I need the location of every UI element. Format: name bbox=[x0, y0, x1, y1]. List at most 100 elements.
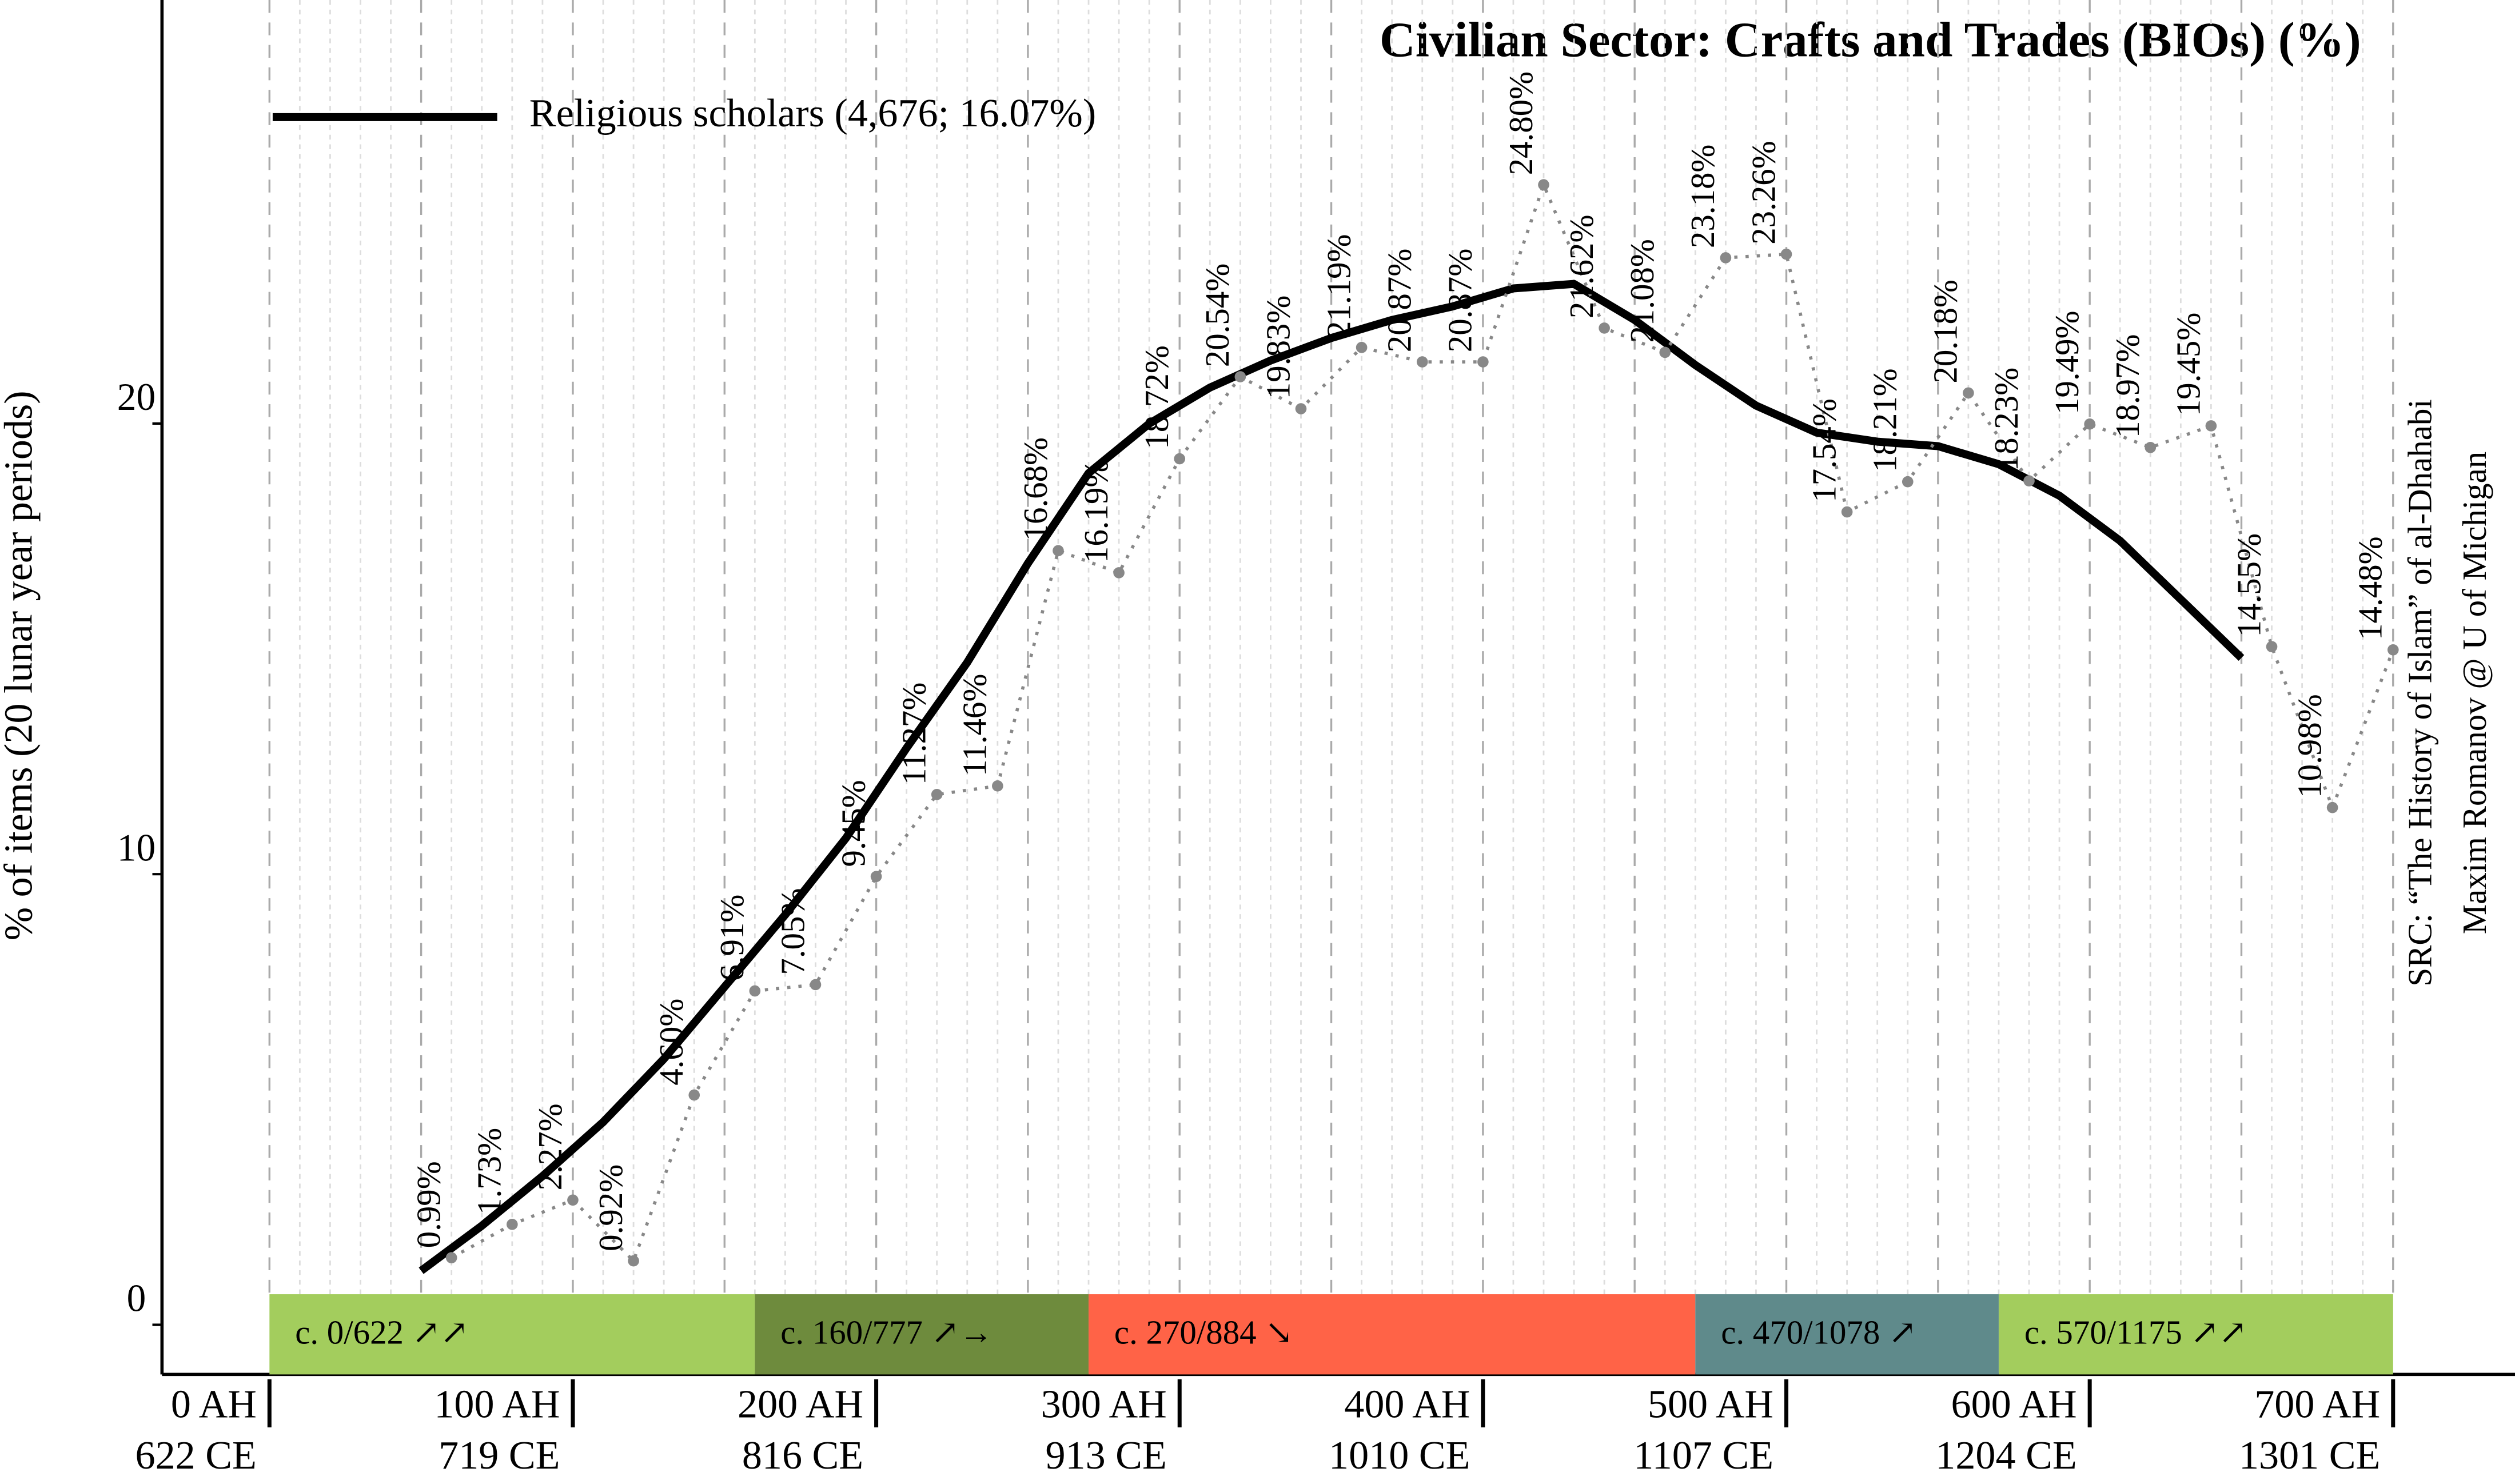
data-point bbox=[1599, 322, 1610, 334]
data-point bbox=[1416, 356, 1428, 368]
data-point bbox=[2205, 420, 2217, 432]
y-axis-label: % of items (20 lunar year periods) bbox=[0, 390, 41, 940]
period-label: c. 160/777 ↗→ bbox=[780, 1314, 993, 1351]
data-point bbox=[1841, 506, 1853, 518]
period-label: c. 270/884 ↘ bbox=[1114, 1314, 1293, 1351]
period-label: c. 470/1078 ↗ bbox=[1721, 1314, 1916, 1351]
period-band bbox=[1998, 1294, 2393, 1375]
data-point bbox=[931, 788, 943, 800]
y-tick-label: 20 bbox=[117, 376, 156, 418]
data-label: 6.91% bbox=[714, 895, 751, 982]
data-point bbox=[2387, 644, 2399, 656]
data-label: 18.97% bbox=[2109, 334, 2146, 438]
x-tick-label: 816 CE bbox=[742, 1434, 863, 1478]
data-point bbox=[870, 871, 882, 883]
period-label: c. 570/1175 ↗↗ bbox=[2024, 1314, 2247, 1351]
data-point bbox=[1538, 179, 1549, 191]
data-point bbox=[688, 1089, 700, 1101]
data-label: 19.45% bbox=[2170, 313, 2207, 417]
source-note: SRC: “The History of Islam” of al-Dhahab… bbox=[2402, 399, 2439, 986]
y-tick-label: 0 bbox=[127, 1277, 146, 1320]
period-band bbox=[1089, 1294, 1696, 1375]
data-point bbox=[1477, 356, 1489, 368]
x-tick-label: 600 AH bbox=[1951, 1382, 2077, 1426]
x-tick-label: 500 AH bbox=[1648, 1382, 1773, 1426]
x-tick-label: 1301 CE bbox=[2239, 1434, 2380, 1478]
data-point bbox=[992, 780, 1003, 792]
data-point bbox=[1174, 453, 1186, 465]
data-label: 18.72% bbox=[1138, 345, 1175, 449]
data-label: 18.21% bbox=[1867, 368, 1904, 472]
data-label: 11.46% bbox=[956, 674, 994, 776]
data-label: 24.80% bbox=[1502, 71, 1540, 175]
data-point bbox=[749, 985, 761, 997]
x-tick-label: 700 AH bbox=[2254, 1382, 2380, 1426]
data-label: 21.19% bbox=[1320, 234, 1357, 338]
x-tick-label: 1107 CE bbox=[1633, 1434, 1773, 1478]
data-point bbox=[1780, 248, 1792, 260]
data-point bbox=[1902, 476, 1914, 488]
data-label: 20.18% bbox=[1927, 280, 1964, 384]
data-point bbox=[628, 1255, 639, 1267]
data-point bbox=[1234, 371, 1246, 382]
data-point bbox=[1720, 252, 1732, 264]
data-point bbox=[507, 1219, 518, 1230]
x-tick-label: 400 AH bbox=[1344, 1382, 1470, 1426]
data-label: 21.08% bbox=[1624, 239, 1661, 343]
data-label: 23.26% bbox=[1745, 141, 1782, 245]
data-label: 2.27% bbox=[532, 1103, 569, 1190]
x-tick-label: 100 AH bbox=[434, 1382, 560, 1426]
data-point bbox=[810, 979, 822, 991]
series-line bbox=[418, 280, 2245, 1274]
chart-title: Civilian Sector: Crafts and Trades (BIOs… bbox=[1380, 12, 2361, 67]
x-tick-label: 0 AH bbox=[171, 1382, 257, 1426]
data-label: 17.54% bbox=[1805, 398, 1843, 502]
period-label: c. 0/622 ↗↗ bbox=[295, 1314, 468, 1351]
data-point bbox=[2084, 418, 2095, 430]
data-point bbox=[1113, 567, 1125, 579]
data-label: 16.68% bbox=[1017, 437, 1054, 541]
data-point bbox=[2326, 801, 2338, 813]
period-band bbox=[755, 1294, 1089, 1375]
x-tick-label: 622 CE bbox=[135, 1434, 257, 1478]
data-label: 11.27% bbox=[896, 683, 933, 785]
x-tick-label: 913 CE bbox=[1045, 1434, 1166, 1478]
legend-label: Religious scholars (4,676; 16.07%) bbox=[529, 91, 1096, 135]
x-tick-label: 300 AH bbox=[1041, 1382, 1167, 1426]
data-label: 23.18% bbox=[1684, 145, 1721, 249]
data-label: 19.83% bbox=[1260, 296, 1297, 400]
y-tick-label: 10 bbox=[117, 826, 156, 869]
data-point bbox=[1356, 341, 1368, 353]
data-point bbox=[445, 1252, 457, 1263]
data-label: 20.54% bbox=[1199, 264, 1236, 368]
data-label: 4.60% bbox=[653, 999, 690, 1086]
x-tick-label: 200 AH bbox=[738, 1382, 863, 1426]
data-label: 21.62% bbox=[1563, 214, 1600, 318]
data-label: 9.45% bbox=[835, 780, 872, 867]
data-label: 16.19% bbox=[1078, 460, 1115, 564]
data-label: 1.73% bbox=[471, 1128, 508, 1215]
data-point bbox=[1053, 545, 1064, 557]
data-label: 20.87% bbox=[1381, 249, 1418, 353]
data-point bbox=[1295, 403, 1307, 414]
data-point bbox=[1659, 346, 1671, 358]
source-note: Maxim Romanov @ U of Michigan bbox=[2456, 452, 2493, 934]
x-tick-label: 719 CE bbox=[439, 1434, 560, 1478]
data-point bbox=[2266, 641, 2278, 653]
period-band bbox=[269, 1294, 755, 1375]
period-band bbox=[1695, 1294, 1999, 1375]
data-label: 18.23% bbox=[1988, 368, 2025, 472]
data-label: 20.87% bbox=[1442, 249, 1479, 353]
data-point bbox=[1963, 387, 1974, 399]
x-tick-label: 1010 CE bbox=[1329, 1434, 1470, 1478]
data-label: 14.55% bbox=[2230, 533, 2267, 637]
x-tick-label: 1204 CE bbox=[1935, 1434, 2076, 1478]
data-label: 14.48% bbox=[2352, 536, 2389, 640]
data-label: 7.05% bbox=[774, 888, 811, 975]
data-label: 10.98% bbox=[2291, 694, 2329, 798]
data-point bbox=[2145, 442, 2157, 453]
data-label: 19.49% bbox=[2048, 310, 2086, 414]
data-label: 0.99% bbox=[410, 1161, 448, 1248]
data-point bbox=[567, 1194, 579, 1206]
